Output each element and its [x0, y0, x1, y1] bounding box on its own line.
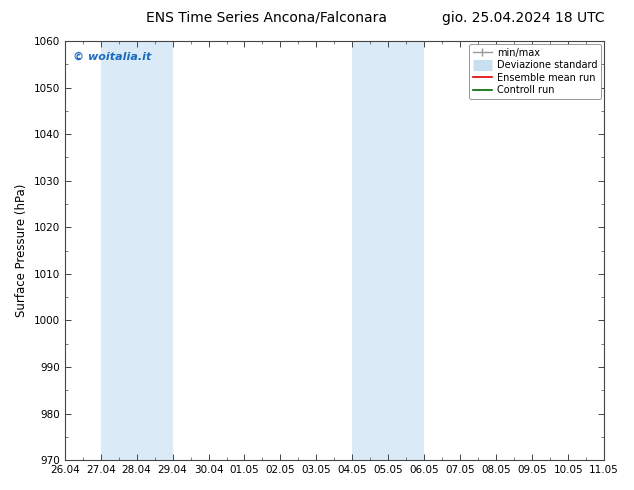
Text: gio. 25.04.2024 18 UTC: gio. 25.04.2024 18 UTC	[441, 11, 604, 25]
Bar	[101, 41, 172, 460]
Text: ENS Time Series Ancona/Falconara: ENS Time Series Ancona/Falconara	[146, 11, 387, 25]
Text: © woitalia.it: © woitalia.it	[73, 51, 151, 62]
Legend: min/max, Deviazione standard, Ensemble mean run, Controll run: min/max, Deviazione standard, Ensemble m…	[469, 44, 601, 99]
Bar	[353, 41, 424, 460]
Bar	[604, 41, 634, 460]
Y-axis label: Surface Pressure (hPa): Surface Pressure (hPa)	[15, 184, 28, 318]
